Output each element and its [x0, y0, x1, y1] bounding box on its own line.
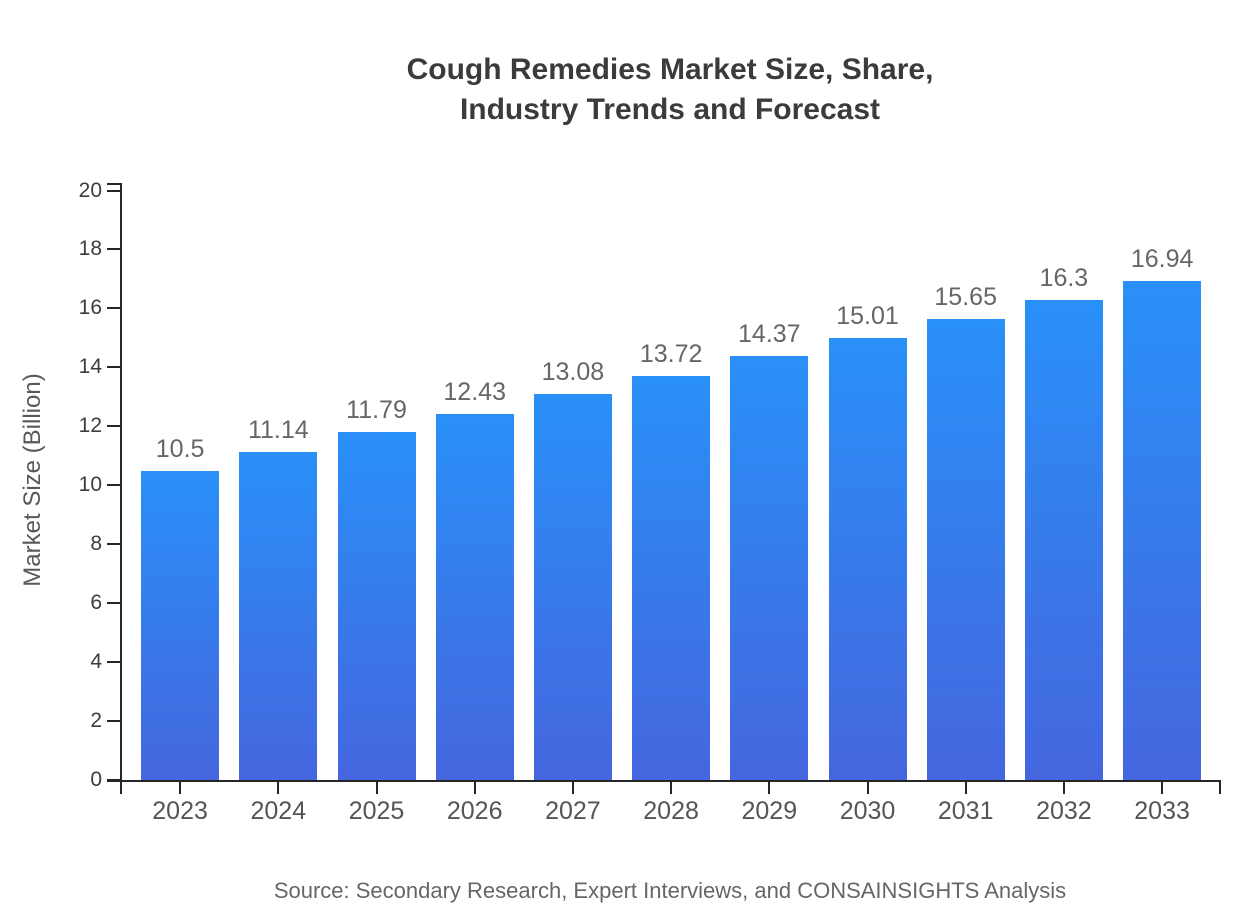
- bar-value-label: 16.3: [1039, 263, 1089, 292]
- y-axis-tick-label: 4: [90, 650, 102, 674]
- y-axis-tick: [107, 661, 120, 664]
- y-axis-tick-label: 2: [90, 709, 102, 733]
- y-axis-tick: [107, 720, 120, 723]
- x-axis-tick: [1161, 782, 1164, 794]
- y-axis-tick-label: 8: [90, 532, 102, 556]
- x-axis-tick-label: 2033: [1134, 797, 1190, 825]
- bar-value-label: 10.5: [155, 434, 205, 463]
- y-axis-endcap-tick: [107, 183, 120, 185]
- x-axis-tick: [768, 782, 771, 794]
- y-axis-tick-label: 10: [78, 473, 102, 497]
- bar-value-label: 14.37: [738, 320, 801, 349]
- bar-value-label: 13.08: [541, 358, 605, 387]
- x-axis-endcap-tick: [1219, 780, 1221, 794]
- source-note: Source: Secondary Research, Expert Inter…: [273, 878, 1067, 903]
- x-axis-tick-label: 2031: [937, 797, 994, 825]
- y-axis-tick: [107, 307, 120, 310]
- y-axis-tick: [107, 602, 120, 605]
- bar: [1024, 299, 1103, 780]
- bar: [337, 432, 416, 780]
- bar-value-label: 11.79: [346, 396, 407, 425]
- x-axis-line: [107, 780, 1221, 782]
- x-axis-tick: [964, 782, 967, 794]
- y-axis-tick: [107, 543, 120, 546]
- bar: [533, 394, 612, 780]
- x-axis-tick-label: 2026: [446, 797, 503, 825]
- y-axis-line: [120, 183, 122, 794]
- y-axis-tick-label: 18: [78, 237, 102, 261]
- bar: [926, 318, 1005, 780]
- x-axis-tick: [277, 782, 280, 794]
- x-axis-tick: [571, 782, 574, 794]
- bar: [1123, 280, 1202, 780]
- y-axis-tick: [107, 484, 120, 487]
- y-axis-tick-label: 12: [78, 414, 102, 438]
- x-axis-tick: [375, 782, 378, 794]
- bar: [435, 413, 514, 780]
- x-axis-tick: [1062, 782, 1065, 794]
- y-axis-tick: [107, 189, 120, 192]
- y-axis-tick-label: 6: [90, 591, 102, 615]
- x-axis-tick-label: 2029: [741, 797, 798, 825]
- bar: [730, 356, 809, 780]
- x-axis-tick-label: 2028: [643, 797, 699, 825]
- chart-title-line-1: Cough Remedies Market Size, Share,: [406, 53, 934, 86]
- x-axis-tick-label: 2023: [152, 797, 208, 825]
- x-axis-tick: [179, 782, 182, 794]
- bar-value-label: 13.72: [639, 339, 703, 368]
- bar: [141, 470, 220, 780]
- x-axis-tick-label: 2030: [839, 797, 896, 825]
- bar: [828, 337, 907, 780]
- y-axis-tick: [107, 779, 120, 781]
- bar: [632, 375, 711, 780]
- x-axis-tick-label: 2032: [1036, 797, 1092, 825]
- y-axis-tick: [107, 366, 120, 369]
- x-axis-tick-label: 2024: [250, 797, 307, 825]
- x-axis-tick: [866, 782, 869, 794]
- chart-title: Cough Remedies Market Size, Share, Indus…: [120, 50, 1220, 130]
- y-axis-tick-label: 0: [90, 768, 102, 791]
- y-axis-tick: [107, 248, 120, 251]
- bar-value-label: 16.94: [1130, 244, 1194, 273]
- y-axis-tick: [107, 425, 120, 428]
- x-axis-tick-label: 2027: [545, 797, 601, 825]
- x-axis-tick-label: 2025: [348, 797, 405, 825]
- bar-value-label: 11.14: [247, 415, 309, 444]
- x-axis-tick: [670, 782, 673, 794]
- y-axis-tick-label: 20: [78, 178, 102, 202]
- chart-title-line-2: Industry Trends and Forecast: [459, 93, 881, 126]
- bar-value-label: 15.01: [836, 301, 899, 330]
- y-axis-tick-label: 14: [78, 355, 102, 379]
- bar-value-label: 15.65: [934, 282, 997, 311]
- y-axis-tick-label: 16: [78, 296, 102, 320]
- bar-value-label: 12.43: [443, 377, 506, 406]
- x-axis-tick: [473, 782, 476, 794]
- bar: [239, 451, 318, 780]
